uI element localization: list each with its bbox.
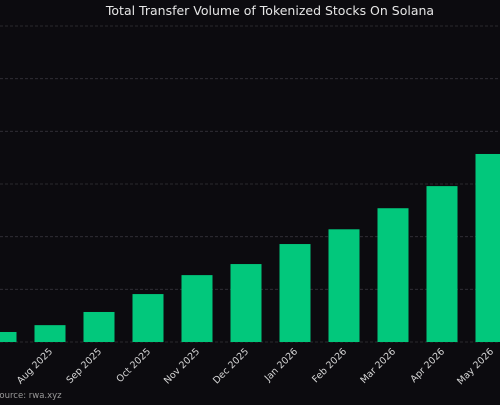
bar xyxy=(34,325,66,342)
source-note: Source: rwa.xyz xyxy=(0,391,62,401)
bar xyxy=(426,186,458,342)
bar xyxy=(475,153,500,342)
bar xyxy=(328,229,360,342)
bar xyxy=(132,294,164,342)
bar xyxy=(0,331,17,342)
bar xyxy=(181,275,213,342)
bar xyxy=(279,244,311,342)
bar xyxy=(377,208,409,342)
chart-title: Total Transfer Volume of Tokenized Stock… xyxy=(105,3,434,18)
bar xyxy=(83,311,115,342)
bar xyxy=(230,264,262,342)
